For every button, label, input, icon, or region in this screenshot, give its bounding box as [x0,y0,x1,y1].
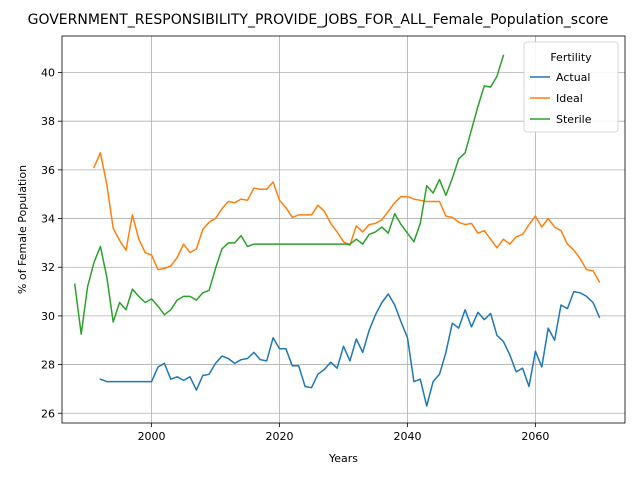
y-tick-label: 28 [41,359,55,372]
legend: Fertility Actual Ideal Sterile [523,41,619,133]
axes: 2000 2020 2040 2060 26 28 30 32 34 36 38 40 [41,67,549,443]
chart-title: GOVERNMENT_RESPONSIBILITY_PROVIDE_JOBS_F… [28,12,609,28]
legend-label-sterile: Sterile [556,113,592,126]
x-tick-label: 2020 [266,430,294,443]
y-axis-label: % of Female Population [16,165,29,294]
y-tick-label: 30 [41,310,55,323]
y-tick-label: 40 [41,67,55,80]
legend-title: Fertility [550,51,592,64]
legend-label-ideal: Ideal [556,92,583,105]
y-tick-label: 38 [41,115,55,128]
x-axis-label: Years [328,452,358,465]
series-lines [73,54,601,407]
x-tick-label: 2060 [521,430,549,443]
series-line-sterile [73,54,505,335]
plot-frame [61,35,626,424]
y-tick-label: 26 [41,407,55,420]
x-tick-label: 2000 [138,430,166,443]
x-tick-label: 2040 [393,430,421,443]
y-tick-label: 36 [41,164,55,177]
y-tick-label: 34 [41,213,55,226]
legend-label-actual: Actual [556,71,590,84]
series-line-actual [99,290,601,407]
y-tick-label: 32 [41,261,55,274]
legend-box [523,41,619,133]
